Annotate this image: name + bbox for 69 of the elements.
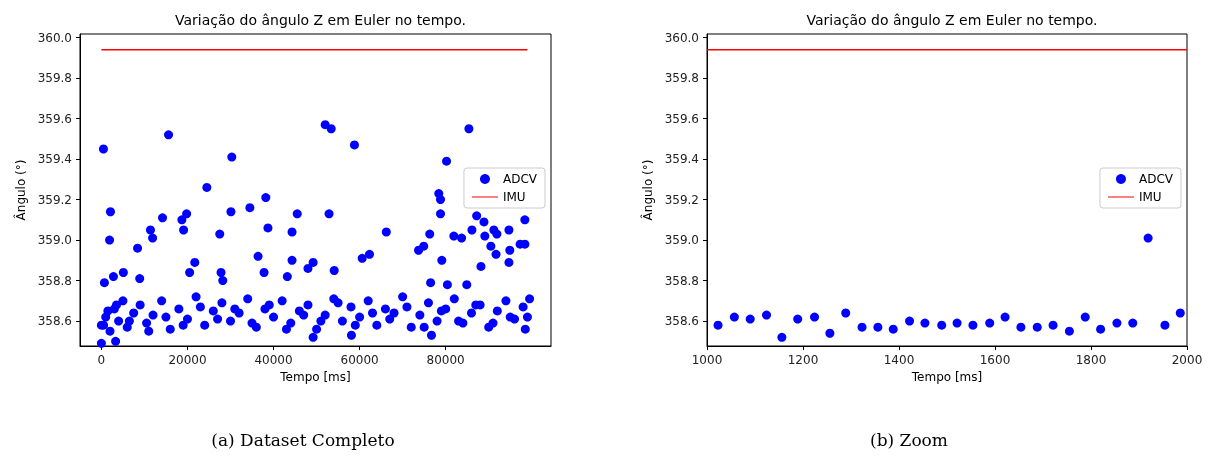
y-tick-label: 359.8 (664, 71, 699, 86)
x-axis-title: Tempo [ms] (279, 369, 351, 384)
point (1048, 320, 1058, 330)
point (745, 314, 755, 324)
point (1112, 318, 1122, 328)
point (1096, 324, 1106, 334)
point (968, 320, 978, 330)
y-tick-label: 359.8 (37, 71, 72, 86)
point (1016, 322, 1026, 332)
x-tick-label: 1200 (787, 353, 819, 367)
legend-label: IMU (1138, 190, 1162, 204)
x-tick-label: 60000 (340, 353, 379, 367)
point (905, 316, 915, 326)
legend-label: IMU (502, 190, 526, 204)
text: (a) Dataset Completo (210, 430, 396, 450)
x-tick-label: 40000 (254, 353, 293, 367)
y-axis-title: Ângulo (°) (12, 159, 28, 221)
point (873, 322, 883, 332)
y-tick-label: 358.6 (37, 314, 72, 329)
y-tick-label: 359.6 (664, 111, 699, 126)
legend-label: ADCV (1138, 172, 1174, 186)
x-tick-label: 1800 (1075, 353, 1107, 367)
point (1000, 312, 1010, 322)
point (1160, 320, 1170, 330)
point (1143, 233, 1153, 243)
y-tick-label: 358.8 (664, 273, 699, 288)
x-tick-label: 1400 (883, 353, 915, 367)
y-tick-label: 358.8 (37, 273, 72, 288)
x-tick-label: 80000 (426, 353, 465, 367)
point (762, 310, 772, 320)
point (985, 318, 995, 328)
point (888, 324, 898, 334)
x-axis-title: Tempo [ms] (910, 369, 983, 384)
point (825, 328, 835, 338)
x-tick-label: 1600 (979, 353, 1011, 367)
point (777, 332, 787, 342)
y-tick-label: 359.4 (37, 152, 72, 167)
y-tick-label: 359.2 (664, 192, 699, 207)
point (793, 314, 803, 324)
y-tick-label: 360.0 (664, 30, 699, 45)
point (952, 318, 962, 328)
x-tick-label: 0 (97, 353, 106, 367)
point (1032, 322, 1042, 332)
text: (b) Zoom (869, 430, 949, 450)
y-tick-label: 359.2 (37, 192, 72, 207)
chart-title: Variação do ângulo Z em Euler no tempo. (806, 12, 1098, 28)
point (810, 312, 820, 322)
x-tick-label: 1000 (691, 353, 723, 367)
point (857, 322, 867, 332)
y-tick-label: 359.0 (664, 233, 699, 248)
point (841, 308, 851, 318)
point (713, 320, 723, 330)
point (1128, 318, 1138, 328)
point (729, 312, 739, 322)
y-axis-title: Ângulo (°) (639, 159, 655, 221)
y-tick-label: 359.4 (664, 152, 699, 167)
x-tick-label: 2000 (1171, 353, 1203, 367)
y-tick-label: 359.0 (37, 233, 72, 248)
point (937, 320, 947, 330)
point (1080, 312, 1090, 322)
point (920, 318, 930, 328)
point (1064, 326, 1074, 336)
y-tick-label: 358.6 (664, 314, 699, 329)
x-tick-label: 20000 (168, 353, 207, 367)
y-tick-label: 359.6 (37, 111, 72, 126)
legend-label: ADCV (502, 172, 538, 186)
point (1175, 308, 1185, 318)
chart-title: Variação do ângulo Z em Euler no tempo. (174, 12, 467, 28)
y-tick-label: 360.0 (37, 30, 72, 45)
